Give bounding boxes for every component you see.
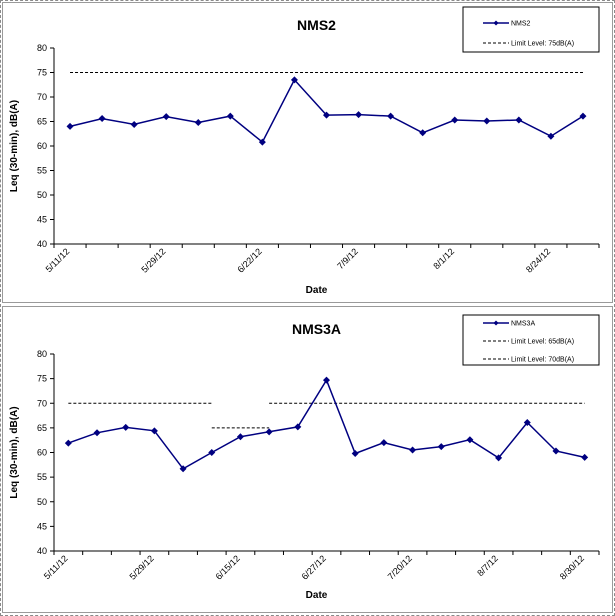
legend-label: Limit Level: 75dB(A) bbox=[511, 41, 574, 48]
data-point-marker bbox=[323, 376, 330, 384]
data-point-marker bbox=[179, 465, 187, 473]
data-point-marker bbox=[547, 132, 555, 140]
y-tick-label: 70 bbox=[37, 398, 47, 408]
data-point-marker bbox=[66, 122, 74, 130]
legend-label: NMS3A bbox=[511, 321, 535, 328]
y-tick-label: 50 bbox=[37, 497, 47, 507]
data-point-marker bbox=[226, 112, 234, 120]
chart-title: NMS3A bbox=[292, 321, 341, 337]
legend-swatch-marker bbox=[493, 20, 499, 26]
series-line bbox=[69, 78, 584, 144]
y-tick-label: 65 bbox=[37, 423, 47, 433]
y-tick-label: 70 bbox=[37, 92, 47, 102]
x-tick-label: 8/24/12 bbox=[524, 246, 552, 274]
x-tick-label: 8/1/12 bbox=[431, 246, 456, 271]
data-point-marker bbox=[122, 423, 130, 431]
y-axis-label: Leq (30-min), dB(A) bbox=[9, 100, 20, 192]
legend-label: Limit Level: 65dB(A) bbox=[511, 339, 574, 346]
y-tick-label: 40 bbox=[37, 239, 47, 249]
y-tick-label: 55 bbox=[37, 166, 47, 176]
y-tick-label: 55 bbox=[37, 472, 47, 482]
x-tick-label: 6/27/12 bbox=[300, 553, 328, 581]
x-tick-label: 6/15/12 bbox=[214, 553, 242, 581]
legend-swatch-marker bbox=[493, 320, 499, 326]
data-point-marker bbox=[351, 449, 359, 457]
y-tick-label: 45 bbox=[37, 521, 47, 531]
data-point-marker bbox=[466, 436, 474, 444]
data-point-marker bbox=[130, 120, 138, 128]
x-tick-label: 8/7/12 bbox=[475, 553, 500, 578]
data-point-marker bbox=[265, 428, 273, 436]
data-point-marker bbox=[208, 449, 216, 456]
data-point-marker bbox=[355, 111, 363, 119]
legend-box bbox=[462, 6, 600, 53]
y-tick-label: 80 bbox=[37, 43, 47, 53]
data-point-marker bbox=[409, 446, 417, 454]
data-point-marker bbox=[523, 418, 531, 426]
y-axis-label: Leq (30-min), dB(A) bbox=[9, 406, 20, 498]
data-point-marker bbox=[294, 423, 302, 431]
y-tick-label: 65 bbox=[37, 117, 47, 127]
chart-title: NMS2 bbox=[297, 17, 336, 33]
y-tick-label: 40 bbox=[37, 546, 47, 556]
nms2-chart-panel: NMS2 40 45 50 55 60 65 70 75 80 5/11/12 5/29/12 6/22… bbox=[2, 2, 613, 303]
x-tick-label: 5/29/12 bbox=[128, 553, 156, 581]
data-point-marker bbox=[194, 118, 202, 126]
x-axis-label: Date bbox=[306, 590, 328, 601]
y-tick-label: 75 bbox=[37, 68, 47, 78]
x-tick-label: 5/11/12 bbox=[44, 246, 72, 274]
data-point-marker bbox=[387, 112, 395, 120]
nms3a-chart: NMS3A 40 45 50 55 60 65 70 75 80 5/11/12 5/29/12 6/1… bbox=[9, 314, 600, 601]
data-point-marker bbox=[98, 115, 106, 123]
nms3a-chart-panel: NMS3A 40 45 50 55 60 65 70 75 80 5/11/12 5/29/12 6/1… bbox=[2, 306, 613, 613]
data-point-marker bbox=[495, 454, 503, 462]
data-point-marker bbox=[581, 453, 589, 461]
x-axis-label: Date bbox=[306, 285, 328, 296]
y-tick-label: 50 bbox=[37, 190, 47, 200]
data-point-marker bbox=[483, 117, 491, 125]
y-tick-label: 80 bbox=[37, 349, 47, 359]
data-point-marker bbox=[323, 111, 330, 119]
data-point-marker bbox=[258, 138, 266, 146]
data-point-marker bbox=[380, 439, 388, 447]
data-point-marker bbox=[419, 129, 427, 137]
data-point-marker bbox=[451, 116, 459, 124]
y-tick-label: 60 bbox=[37, 141, 47, 151]
legend-label: Limit Level: 70dB(A) bbox=[511, 357, 574, 364]
x-tick-label: 5/29/12 bbox=[139, 246, 167, 274]
data-point-marker bbox=[552, 447, 560, 455]
data-point-marker bbox=[437, 443, 445, 451]
data-point-marker bbox=[236, 433, 244, 441]
legend-label: NMS2 bbox=[511, 21, 531, 28]
x-tick-label: 7/20/12 bbox=[386, 553, 414, 581]
nms2-chart: NMS2 40 45 50 55 60 65 70 75 80 5/11/12 5/29/12 6/22… bbox=[9, 6, 600, 296]
data-point-marker bbox=[515, 116, 523, 124]
data-point-marker bbox=[150, 427, 158, 435]
y-tick-label: 75 bbox=[37, 374, 47, 384]
data-point-marker bbox=[93, 429, 101, 437]
series-line bbox=[68, 378, 585, 470]
data-point-marker bbox=[64, 439, 72, 447]
data-point-marker bbox=[579, 112, 587, 120]
y-tick-label: 45 bbox=[37, 215, 47, 225]
x-tick-label: 5/11/12 bbox=[42, 553, 70, 581]
x-tick-label: 7/9/12 bbox=[335, 246, 360, 271]
data-point-marker bbox=[290, 76, 298, 84]
y-tick-label: 60 bbox=[37, 448, 47, 458]
data-point-marker bbox=[162, 113, 170, 121]
x-tick-label: 8/30/12 bbox=[558, 553, 586, 581]
x-tick-label: 6/22/12 bbox=[235, 246, 263, 274]
